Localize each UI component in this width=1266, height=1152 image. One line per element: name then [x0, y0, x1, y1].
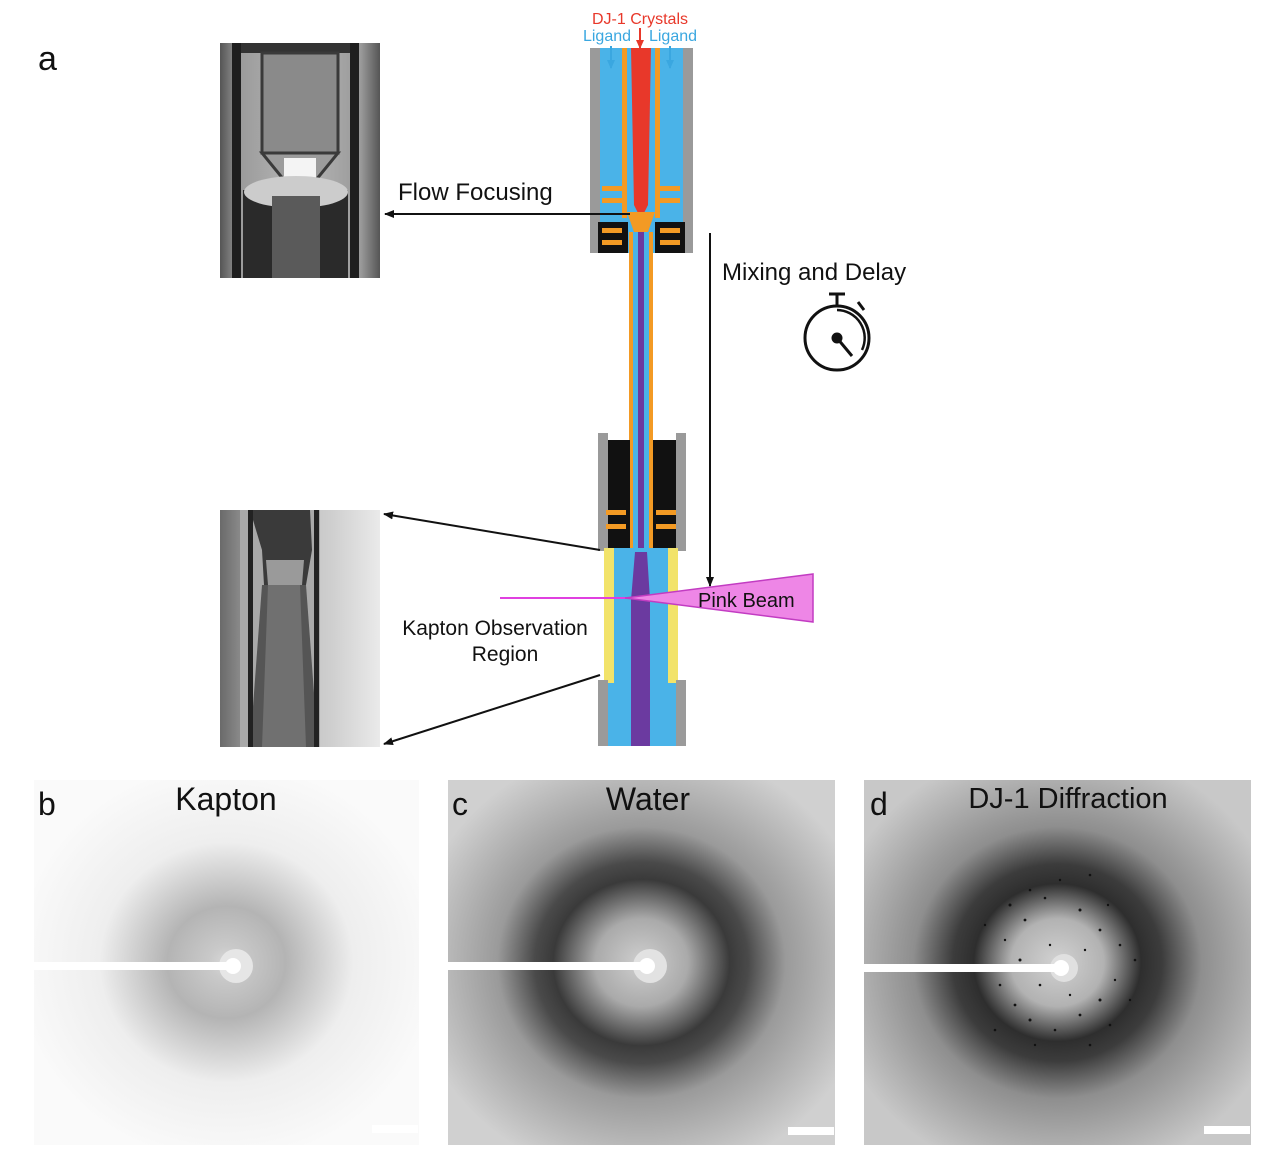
- crystals-label: DJ-1 Crystals: [592, 11, 688, 28]
- injector-schematic: [590, 48, 693, 746]
- kapton-bottom-arrow: [383, 674, 601, 746]
- kapton-top-arrow: [383, 511, 601, 551]
- panel-a: a: [38, 11, 906, 747]
- panel-a-letter: a: [38, 40, 57, 78]
- pink-beam-label: Pink Beam: [698, 590, 795, 612]
- diffraction-spots: [983, 873, 1137, 1047]
- flow-focusing-label: Flow Focusing: [398, 179, 553, 206]
- kapton-micrograph: [220, 510, 380, 747]
- panel-c-title: Water: [606, 781, 691, 817]
- panel-d: d DJ-1 Diffraction: [864, 780, 1251, 1145]
- kapton-label-line2: Region: [472, 643, 539, 666]
- panel-d-title: DJ-1 Diffraction: [968, 783, 1167, 815]
- ligand-left-label: Ligand: [583, 28, 631, 45]
- stopwatch-icon: [803, 292, 871, 372]
- kapton-label-line1: Kapton Observation: [402, 617, 588, 640]
- ligand-right-label: Ligand: [649, 28, 697, 45]
- panel-c-letter: c: [452, 786, 468, 822]
- panel-d-letter: d: [870, 786, 888, 822]
- panel-b: b Kapton: [34, 780, 419, 1145]
- pink-beam: Pink Beam: [500, 573, 814, 623]
- flow-focusing-micrograph: [220, 43, 380, 278]
- mixing-delay-label: Mixing and Delay: [722, 259, 906, 286]
- panel-b-title: Kapton: [175, 781, 276, 817]
- panel-c: c Water: [448, 780, 835, 1145]
- panel-b-letter: b: [38, 786, 56, 822]
